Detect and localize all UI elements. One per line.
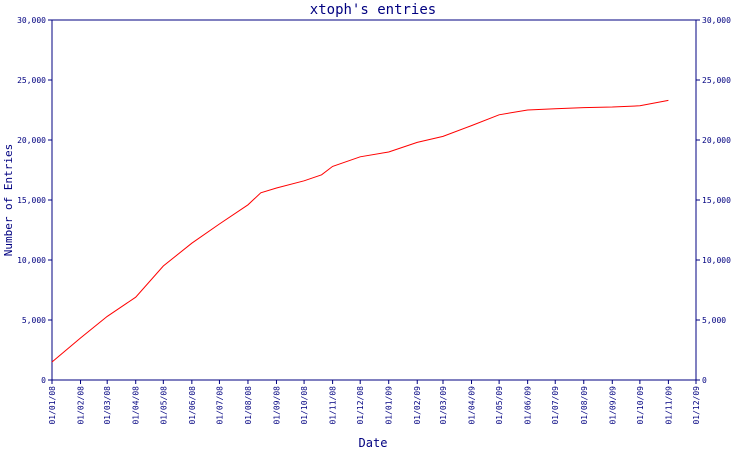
x-tick-label: 01/07/09: [551, 386, 560, 425]
series-line-entries: [51, 99, 669, 363]
x-axis-label: Date: [359, 436, 388, 450]
x-tick-label: 01/03/08: [103, 386, 112, 425]
y-tick-label-left: 25,000: [17, 76, 46, 85]
y-tick-label-left: 15,000: [17, 196, 46, 205]
x-tick-label: 01/08/08: [244, 386, 253, 425]
y-tick-label-left: 5,000: [22, 316, 46, 325]
x-axis: 01/01/08 01/02/08 01/03/08 01/04/08 01/05/08…: [48, 380, 701, 425]
x-tick-label: 01/10/09: [636, 386, 645, 425]
x-tick-label: 01/11/09: [664, 386, 673, 425]
x-tick-label: 01/06/08: [188, 386, 197, 425]
x-tick-label: 01/08/09: [580, 386, 589, 425]
y-tick-label-left: 0: [41, 376, 46, 385]
y-tick-label-right: 10,000: [702, 256, 731, 265]
plot-area-frame: [51, 19, 697, 381]
y-tick-label-right: 0: [702, 376, 707, 385]
x-tick-label: 01/07/08: [215, 386, 224, 425]
x-tick-label: 01/11/08: [329, 386, 338, 425]
y-tick-label-right: 20,000: [702, 136, 731, 145]
chart-title: xtoph's entries: [310, 2, 436, 18]
x-tick-label: 01/12/09: [692, 386, 701, 425]
x-tick-label: 01/01/09: [385, 386, 394, 425]
y-tick-label-left: 20,000: [17, 136, 46, 145]
x-tick-label: 01/06/09: [524, 386, 533, 425]
x-tick-label: 01/12/08: [356, 386, 365, 425]
x-tick-label: 01/04/09: [468, 386, 477, 425]
x-tick-label: 01/10/08: [300, 386, 309, 425]
y-tick-label-right: 15,000: [702, 196, 731, 205]
y-tick-label-right: 5,000: [702, 316, 726, 325]
y-tick-label-left: 30,000: [17, 16, 46, 25]
x-tick-label: 01/04/08: [132, 386, 141, 425]
x-tick-label: 01/09/08: [272, 386, 281, 425]
y-axis-right: 0 5,000 10,000 15,000 20,000 25,000 30,000: [696, 16, 731, 385]
y-axis-label: Number of Entries: [2, 144, 15, 257]
y-tick-label-right: 25,000: [702, 76, 731, 85]
y-tick-label-left: 10,000: [17, 256, 46, 265]
x-tick-label: 01/01/08: [48, 386, 57, 425]
y-tick-label-right: 30,000: [702, 16, 731, 25]
x-tick-label: 01/02/09: [413, 386, 422, 425]
x-tick-label: 01/02/08: [77, 386, 86, 425]
x-tick-label: 01/05/09: [495, 386, 504, 425]
y-axis-left: 0 5,000 10,000 15,000 20,000 25,000 30,000: [17, 16, 52, 385]
x-tick-label: 01/09/09: [608, 386, 617, 425]
x-tick-label: 01/03/09: [439, 386, 448, 425]
x-tick-label: 01/05/08: [159, 386, 168, 425]
